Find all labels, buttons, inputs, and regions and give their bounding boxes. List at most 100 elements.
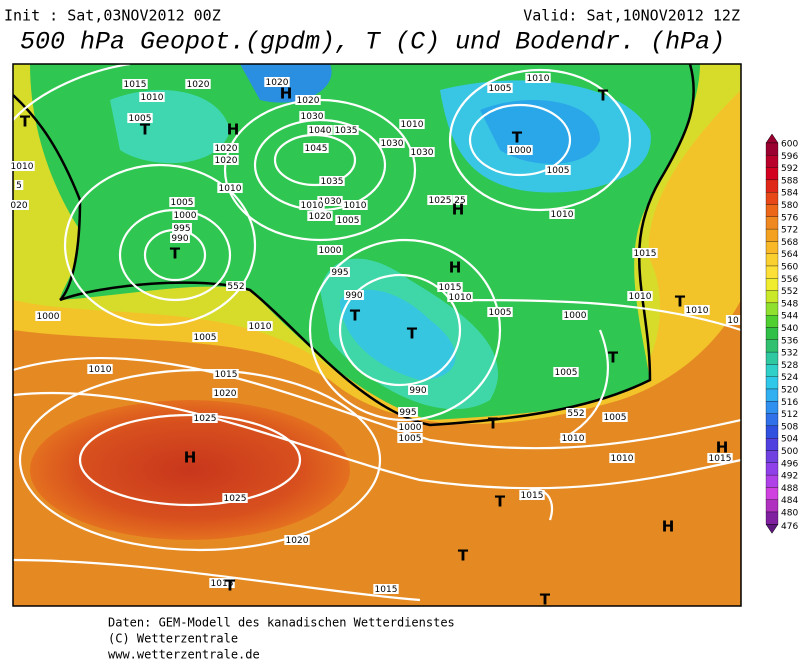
- isobar-label: 5: [16, 181, 22, 191]
- isobar-label: 1030: [319, 197, 342, 207]
- cyan-field: [340, 289, 456, 380]
- label-background: [632, 248, 658, 258]
- isobar-label: 1030: [381, 139, 404, 149]
- label-background: [373, 584, 399, 594]
- colorbar-swatch: [765, 216, 779, 230]
- valid-time: Valid: Sat,10NOV2012 12Z: [523, 7, 740, 25]
- isobar-label: 1040: [309, 126, 332, 136]
- pressure-center: T: [458, 547, 469, 565]
- label-background: [299, 111, 325, 121]
- pressure-center: T: [20, 113, 31, 131]
- colorbar-swatch: [765, 425, 779, 439]
- isobar-label: 1000: [509, 146, 532, 156]
- colorbar-label: 580: [781, 201, 798, 211]
- colorbar-label: 560: [781, 263, 798, 273]
- teal-field-west: [110, 90, 230, 164]
- label-background: [525, 73, 551, 83]
- isobar-label: 1000: [174, 211, 197, 221]
- isobar-label: 1020: [309, 212, 332, 222]
- label-background: [172, 223, 192, 233]
- isobar-label: 1010: [11, 162, 34, 172]
- colorbar-swatch: [765, 351, 779, 365]
- label-background: [397, 433, 423, 443]
- isobar-label: 1015: [215, 370, 238, 380]
- label-background: [169, 197, 195, 207]
- label-background: [452, 195, 468, 205]
- isobar-label: 1005: [555, 368, 578, 378]
- label-background: [192, 413, 218, 423]
- label-background: [9, 161, 35, 171]
- isobar-label: 1020: [297, 96, 320, 106]
- label-background: [399, 119, 425, 129]
- label-background: [213, 369, 239, 379]
- pressure-center: T: [675, 293, 686, 311]
- label-background: [566, 408, 586, 418]
- red-field: [30, 400, 350, 540]
- colorbar-label: 592: [781, 164, 798, 174]
- colorbar-label: 508: [781, 422, 798, 432]
- colorbar-label: 588: [781, 176, 798, 186]
- isobar-label: 1020: [214, 389, 237, 399]
- isobar-label: 10: [727, 316, 739, 326]
- pressure-center: H: [662, 518, 675, 536]
- isobar-label: 1015: [124, 80, 147, 90]
- colorbar-swatch: [765, 253, 779, 267]
- colorbar-swatch: [765, 401, 779, 414]
- isobar-label: 1015: [709, 454, 732, 464]
- pressure-center: H: [227, 121, 240, 139]
- label-background: [303, 143, 329, 153]
- colorbar-label: 500: [781, 447, 798, 457]
- isobar-label: 1015: [375, 585, 398, 595]
- colorbar-label: 572: [781, 226, 798, 236]
- isobar-label: 1015: [634, 249, 657, 259]
- isobar-label: 1010: [551, 210, 574, 220]
- isobar-label: 1005: [171, 198, 194, 208]
- isobar-label: 990: [171, 234, 188, 244]
- label-background: [330, 267, 350, 277]
- label-background: [213, 143, 239, 153]
- isobar-label: 1020: [286, 536, 309, 546]
- label-background: [317, 245, 343, 255]
- label-background: [344, 290, 364, 300]
- colorbar-label: 528: [781, 361, 798, 371]
- label-background: [609, 453, 635, 463]
- isobar-label: 1010: [629, 292, 652, 302]
- label-background: [319, 176, 345, 186]
- label-background: [397, 422, 423, 432]
- label-background: [437, 282, 463, 292]
- pressure-center: T: [540, 591, 551, 609]
- isobar-label: 1005: [337, 216, 360, 226]
- isobar-label: 1000: [564, 311, 587, 321]
- label-background: [627, 291, 653, 301]
- label-background: [725, 315, 741, 325]
- isobar-label: 1010: [401, 120, 424, 130]
- label-background: [707, 453, 733, 463]
- isobar-label: 1015: [211, 579, 234, 589]
- pressure-center: T: [140, 121, 151, 139]
- label-background: [217, 183, 243, 193]
- label-background: [398, 407, 418, 417]
- colorbar-swatch: [765, 511, 779, 525]
- label-background: [122, 79, 148, 89]
- footer-line: www.wetterzentrale.de: [108, 648, 260, 662]
- colorbar-swatch: [765, 228, 779, 242]
- colorbar-swatch: [765, 376, 779, 390]
- isobar-label: 1000: [399, 423, 422, 433]
- isobar-label: 1010: [89, 365, 112, 375]
- isobar-label: 1010: [249, 322, 272, 332]
- label-background: [307, 125, 333, 135]
- isobar-label: 1045: [305, 144, 328, 154]
- colorbar-label: 524: [781, 373, 798, 383]
- pressure-center: T: [350, 307, 361, 325]
- isobar-label: 990: [345, 291, 362, 301]
- pressure-center: H: [280, 85, 293, 103]
- pressure-center: T: [512, 129, 523, 147]
- colorbar-swatch: [765, 290, 779, 304]
- isobar-label: 1010: [527, 74, 550, 84]
- colorbar-label: 552: [781, 287, 798, 297]
- pressure-center: T: [488, 415, 499, 433]
- label-background: [549, 209, 575, 219]
- map-title: 500 hPa Geopot.(gpdm), T (C) und Bodendr…: [20, 28, 725, 57]
